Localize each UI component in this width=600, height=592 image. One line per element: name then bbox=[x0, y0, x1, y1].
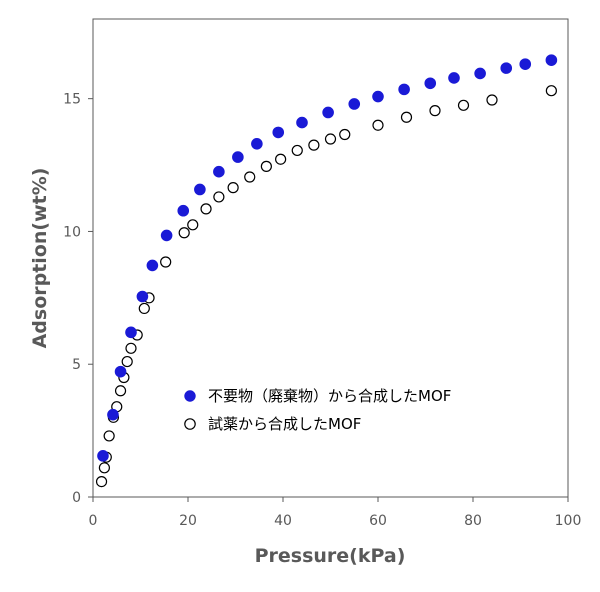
data-point-reagent-mof bbox=[275, 153, 287, 165]
data-point-reagent-mof bbox=[244, 171, 256, 183]
data-point-reagent-mof bbox=[178, 227, 190, 239]
data-point-reagent-mof bbox=[213, 191, 225, 203]
data-point-reagent-mof bbox=[103, 430, 115, 442]
legend-label-reagent-mof: 試薬から合成したMOF bbox=[208, 415, 361, 433]
data-point-waste-mof bbox=[398, 83, 410, 96]
data-point-reagent-mof bbox=[227, 182, 239, 194]
y-axis: 0 5 10 15 bbox=[63, 92, 93, 506]
x-axis: 0 20 40 60 80 100 bbox=[89, 497, 582, 529]
data-point-reagent-mof bbox=[308, 139, 320, 151]
data-point-waste-mof bbox=[474, 67, 486, 80]
y-tick-label: 15 bbox=[63, 92, 81, 108]
x-tick-label: 40 bbox=[274, 513, 292, 529]
data-point-waste-mof bbox=[272, 126, 285, 139]
data-point-reagent-mof bbox=[457, 99, 470, 111]
x-tick-label: 20 bbox=[179, 513, 197, 529]
data-point-waste-mof bbox=[114, 365, 127, 378]
data-point-reagent-mof bbox=[324, 133, 337, 145]
data-point-waste-mof bbox=[519, 58, 532, 70]
data-point-reagent-mof bbox=[125, 342, 137, 354]
data-point-waste-mof bbox=[232, 151, 244, 163]
data-point-reagent-mof bbox=[114, 385, 127, 397]
data-point-waste-mof bbox=[448, 72, 460, 84]
y-axis-title: Adsorption(wt%) bbox=[29, 168, 51, 349]
data-point-reagent-mof bbox=[291, 144, 303, 157]
data-point-reagent-mof bbox=[121, 355, 133, 368]
data-point-reagent-mof bbox=[339, 128, 351, 141]
data-point-reagent-mof bbox=[486, 94, 498, 106]
data-point-waste-mof bbox=[500, 62, 513, 74]
x-tick-label: 100 bbox=[555, 513, 582, 529]
y-tick-label: 0 bbox=[72, 490, 81, 506]
data-point-waste-mof bbox=[348, 98, 361, 110]
data-point-waste-mof bbox=[107, 408, 119, 421]
y-tick-label: 5 bbox=[72, 357, 81, 373]
data-point-reagent-mof bbox=[429, 105, 441, 117]
legend: 不要物（廃棄物）から合成したMOF 試薬から合成したMOF bbox=[184, 387, 451, 433]
data-point-waste-mof bbox=[136, 290, 149, 303]
data-point-waste-mof bbox=[177, 204, 190, 217]
data-point-reagent-mof bbox=[260, 160, 272, 172]
data-point-reagent-mof bbox=[138, 302, 150, 315]
series-waste-mof bbox=[97, 54, 558, 462]
data-point-reagent-mof bbox=[372, 119, 384, 131]
data-point-waste-mof bbox=[146, 259, 159, 272]
plot-frame bbox=[92, 18, 569, 498]
data-point-waste-mof bbox=[213, 165, 225, 178]
legend-marker-open bbox=[184, 418, 196, 430]
y-tick-label: 10 bbox=[63, 224, 81, 240]
data-point-reagent-mof bbox=[545, 85, 557, 97]
legend-label-waste-mof: 不要物（廃棄物）から合成したMOF bbox=[208, 387, 451, 405]
data-point-waste-mof bbox=[296, 116, 308, 129]
data-point-reagent-mof bbox=[400, 111, 413, 123]
data-point-reagent-mof bbox=[200, 203, 212, 215]
legend-marker-filled bbox=[184, 390, 196, 402]
data-point-reagent-mof bbox=[160, 256, 172, 268]
x-axis-title: Pressure(kPa) bbox=[255, 545, 406, 567]
data-point-waste-mof bbox=[322, 106, 334, 119]
data-point-reagent-mof bbox=[95, 475, 108, 488]
data-point-waste-mof bbox=[251, 138, 263, 150]
data-point-reagent-mof bbox=[98, 462, 111, 474]
x-tick-label: 80 bbox=[464, 513, 482, 529]
data-point-waste-mof bbox=[194, 183, 206, 196]
x-tick-label: 60 bbox=[369, 513, 387, 529]
data-point-waste-mof bbox=[424, 77, 437, 90]
data-point-waste-mof bbox=[545, 54, 558, 66]
data-point-waste-mof bbox=[160, 229, 173, 242]
x-tick-label: 0 bbox=[89, 513, 98, 529]
data-point-reagent-mof bbox=[187, 219, 199, 231]
data-point-waste-mof bbox=[125, 326, 137, 339]
data-point-waste-mof bbox=[372, 90, 384, 103]
data-point-waste-mof bbox=[97, 450, 109, 462]
